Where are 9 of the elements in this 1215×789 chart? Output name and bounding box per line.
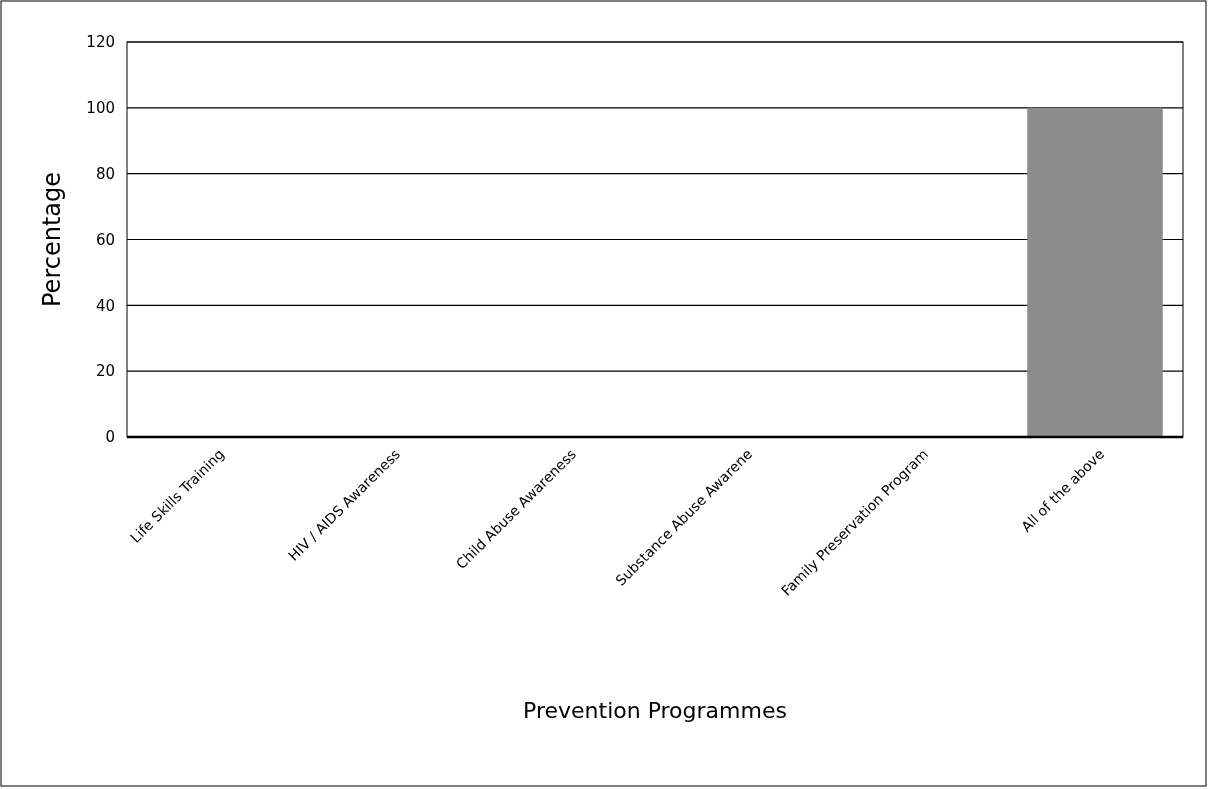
y-tick-label: 20 [95,362,115,381]
y-tick-label: 120 [86,33,115,52]
x-axis-title: Prevention Programmes [523,698,787,723]
y-tick-label: 100 [86,99,115,118]
y-tick-label: 40 [95,296,115,315]
y-tick-label: 80 [95,164,115,183]
y-axis-title: Percentage [38,171,66,308]
y-tick-label: 60 [95,230,115,249]
y-tick-label: 0 [105,428,115,447]
